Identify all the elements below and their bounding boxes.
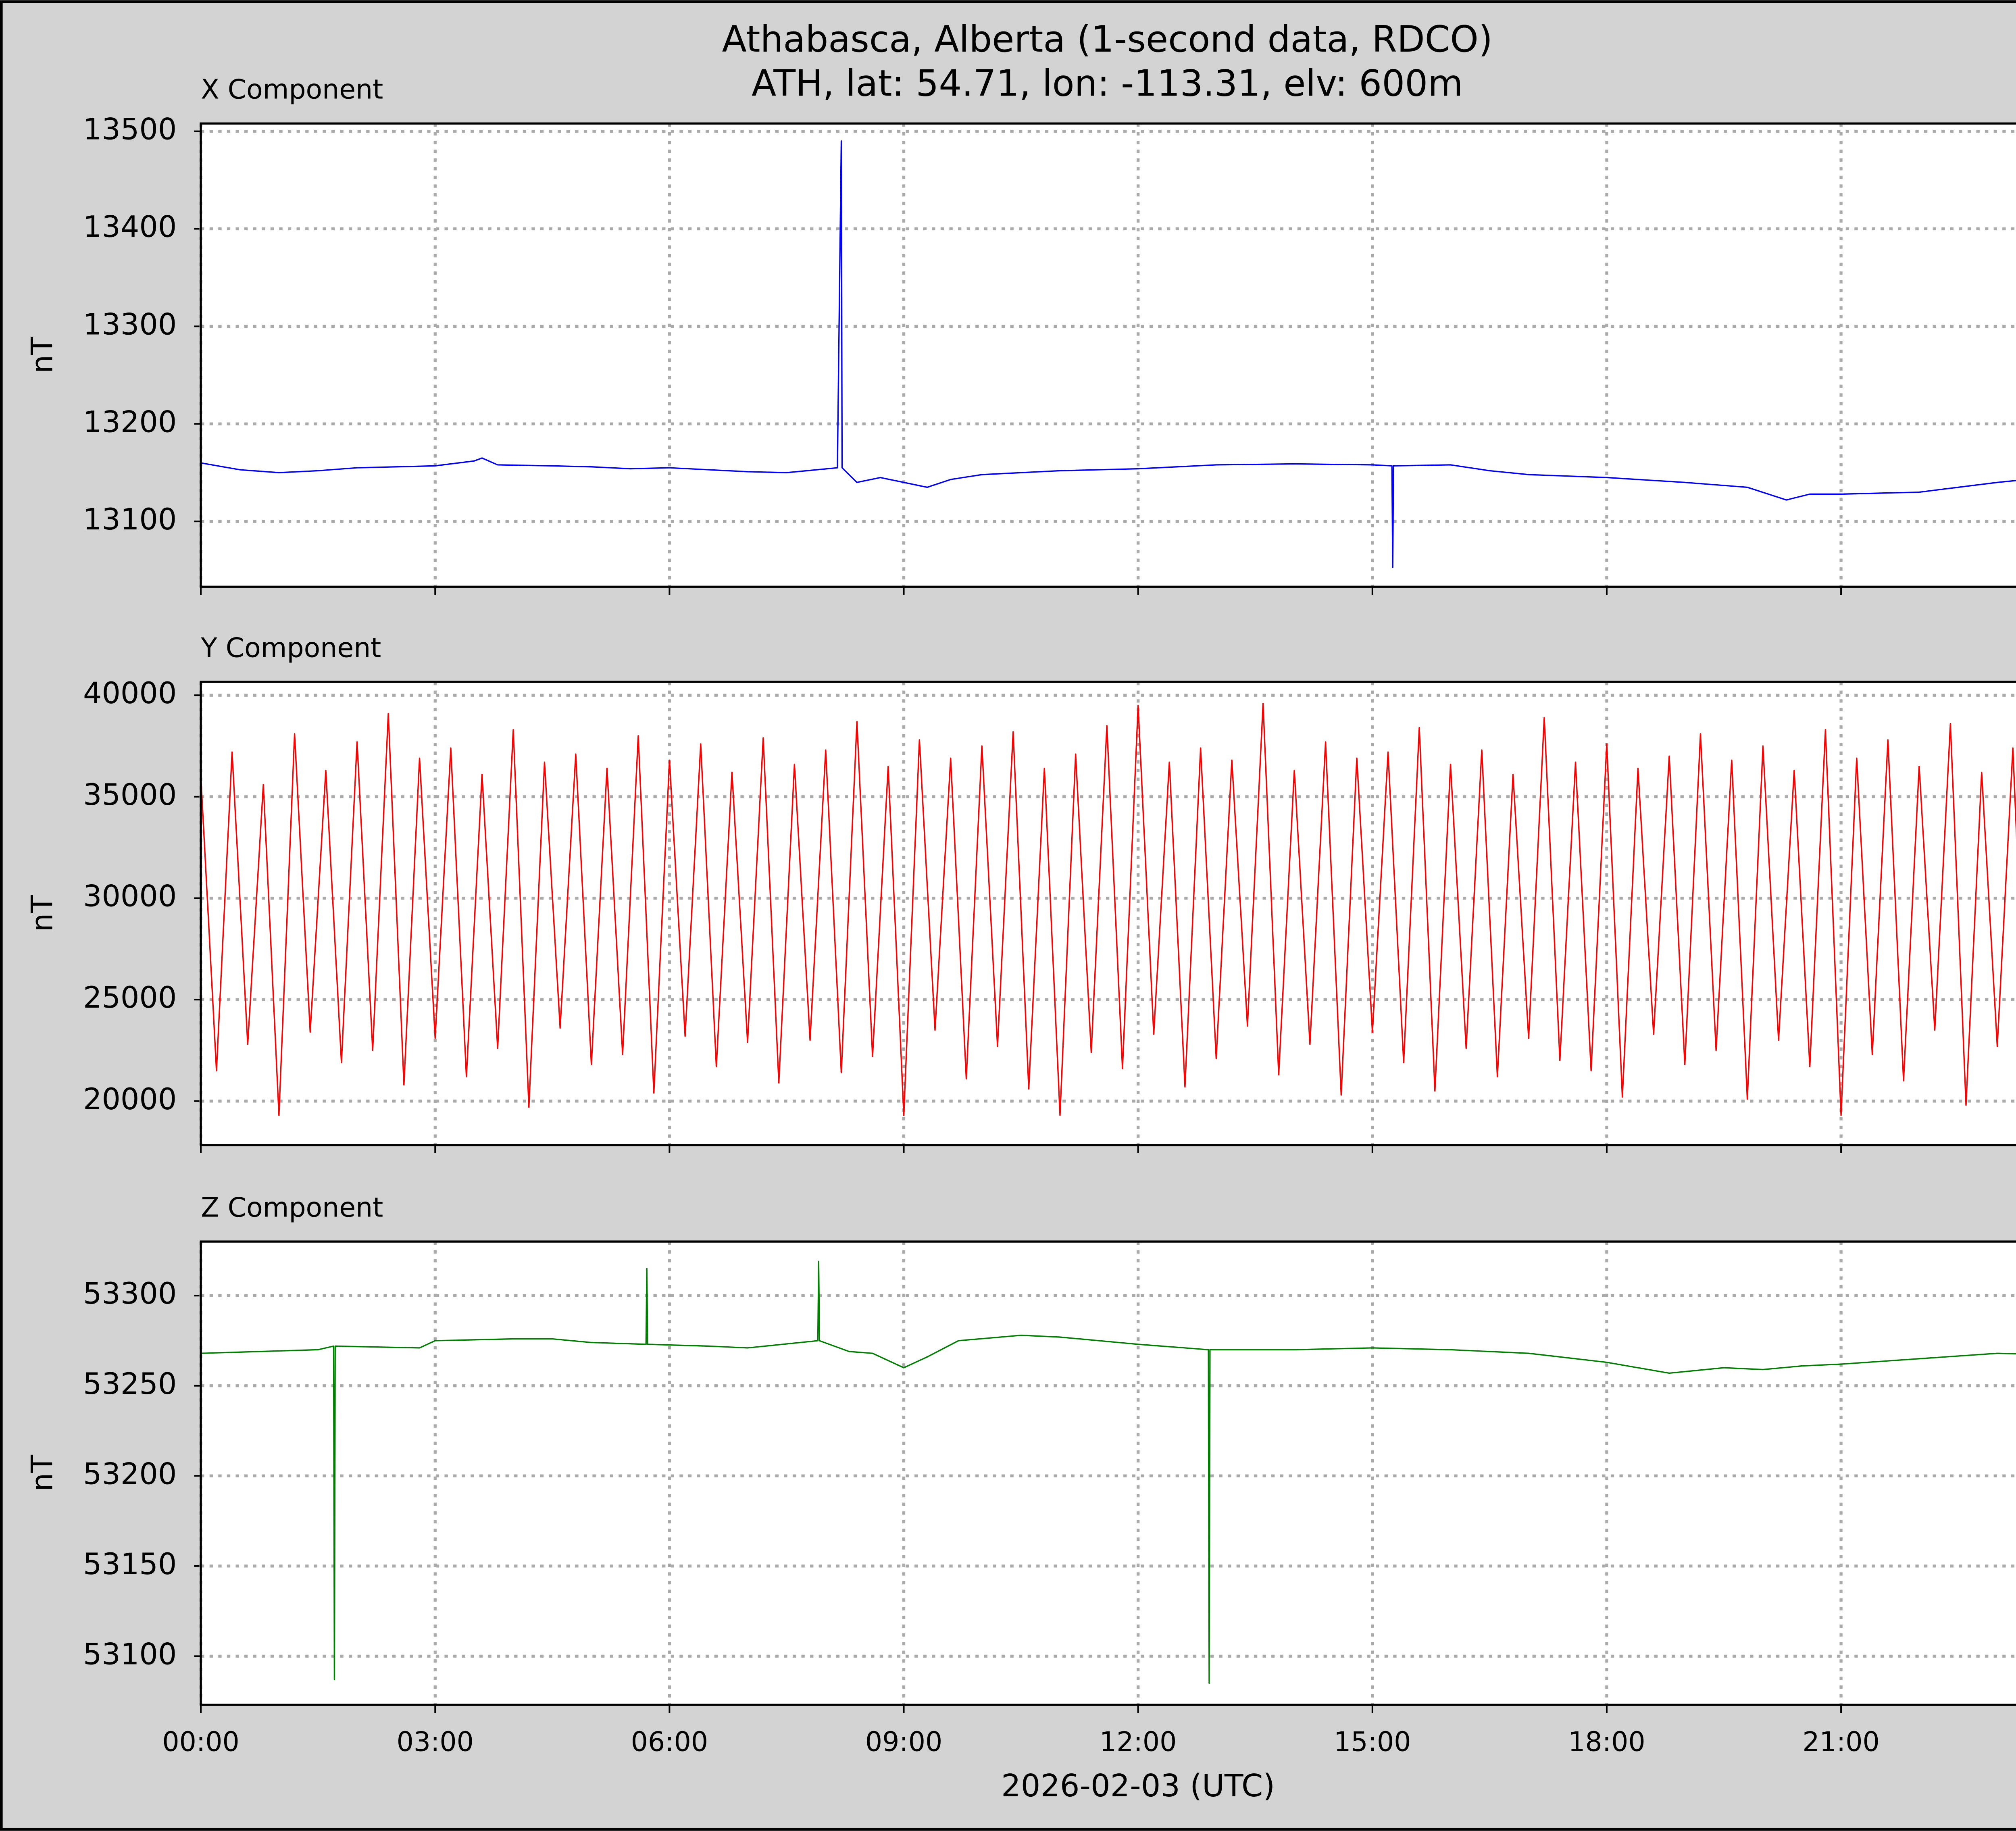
y-axis-label: nT: [25, 337, 60, 373]
y-tick-label: 13200: [83, 405, 177, 439]
panel-title: Y Component: [200, 632, 381, 663]
y-tick-label: 13400: [83, 210, 177, 244]
x-tick-label: 06:00: [631, 1726, 708, 1757]
y-tick-label: 20000: [83, 1082, 177, 1117]
x-tick-label: 21:00: [1802, 1726, 1879, 1757]
y-tick-label: 25000: [83, 981, 177, 1015]
figure-subtitle: ATH, lat: 54.71, lon: -113.31, elv: 600m: [752, 63, 1463, 105]
y-tick-label: 40000: [83, 676, 177, 710]
plot-frame: [200, 122, 2016, 588]
x-tick-label: 03:00: [397, 1726, 474, 1757]
panel-title: Z Component: [201, 1192, 383, 1223]
plot-frame: [200, 681, 2016, 1146]
x-tick-label: 09:00: [865, 1726, 942, 1757]
y-tick-label: 30000: [83, 879, 177, 914]
y-tick-label: 53200: [83, 1457, 177, 1491]
figure-title: Athabasca, Alberta (1-second data, RDCO): [722, 19, 1493, 60]
y-tick-label: 13300: [83, 307, 177, 342]
y-tick-label: 53150: [83, 1547, 177, 1581]
y-axis-label: nT: [25, 1455, 60, 1491]
y-tick-label: 53100: [83, 1637, 177, 1671]
data-line: [201, 140, 2016, 568]
y-tick-label: 13500: [83, 112, 177, 147]
x-tick-label: 00:00: [162, 1726, 239, 1757]
plot-frame: [200, 1240, 2016, 1706]
y-tick-label: 53300: [83, 1277, 177, 1311]
y-tick-label: 35000: [83, 778, 177, 812]
x-tick-label: 15:00: [1334, 1726, 1411, 1757]
data-line: [201, 1260, 2016, 1684]
data-line: [201, 702, 2016, 1116]
x-tick-label: 18:00: [1568, 1726, 1645, 1757]
y-axis-label: nT: [25, 895, 60, 932]
y-tick-label: 53250: [83, 1367, 177, 1401]
plot-area: [201, 123, 2016, 587]
panel-title: X Component: [201, 74, 383, 105]
plot-area: [201, 1241, 2016, 1705]
x-axis-label: 2026-02-03 (UTC): [1001, 1768, 1275, 1804]
y-tick-label: 13100: [83, 502, 177, 537]
x-tick-label: 12:00: [1100, 1726, 1177, 1757]
